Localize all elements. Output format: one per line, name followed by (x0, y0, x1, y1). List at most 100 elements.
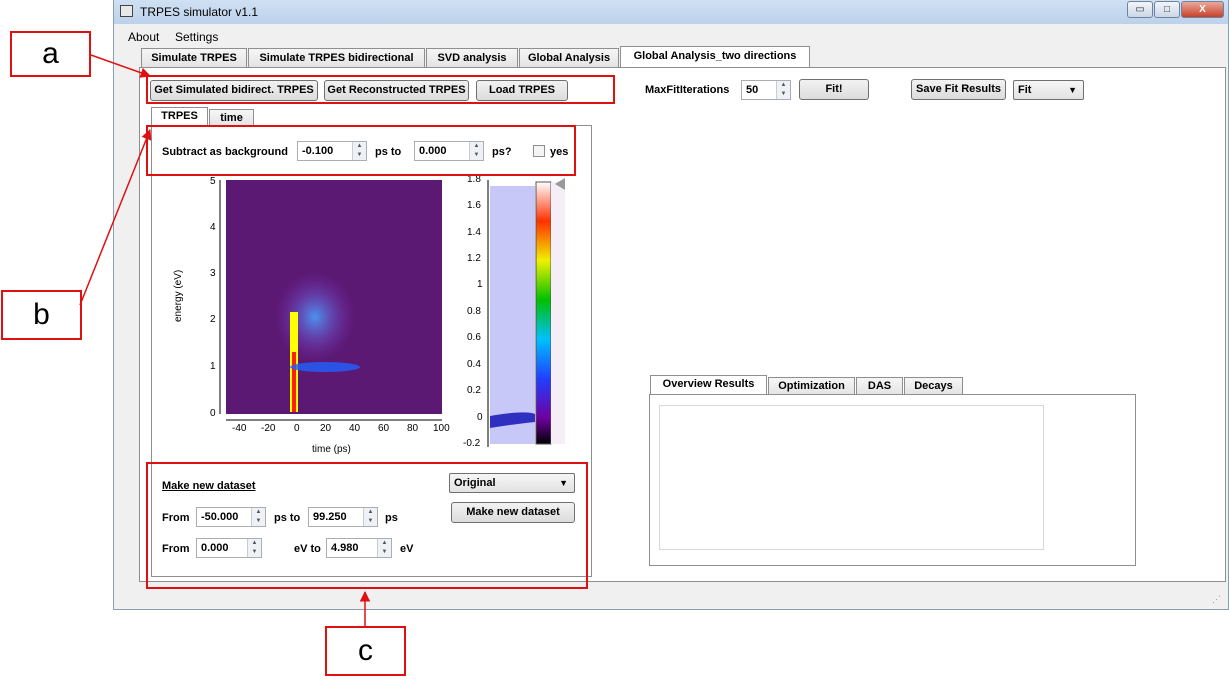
histogram-curve (490, 412, 535, 428)
save-fit-results-button[interactable]: Save Fit Results (911, 79, 1006, 100)
callout-a: a (10, 31, 91, 77)
ps-question-label: ps? (492, 146, 512, 158)
histogram-tick: -0.2 (463, 438, 481, 449)
heatmap-trace-core (292, 352, 296, 412)
background-from-input[interactable]: -0.100 ▲ ▼ (297, 141, 367, 161)
x-tick-label: 0 (294, 423, 300, 434)
window-title: TRPES simulator v1.1 (140, 5, 259, 19)
ps-to-label: ps to (375, 146, 402, 158)
resize-grip-icon[interactable]: ⋰ (1212, 594, 1221, 604)
menu-about[interactable]: About (128, 30, 160, 44)
from-ps-input[interactable]: -50.000 ▲ ▼ (196, 507, 266, 527)
spin-arrows-icon[interactable]: ▲ ▼ (352, 142, 366, 160)
background-from-value: -0.100 (302, 145, 334, 157)
y-axis-label: energy (eV) (173, 270, 184, 322)
histogram-tick: 0.6 (467, 332, 481, 343)
histogram-tick: 0.2 (467, 385, 481, 396)
yes-checkbox[interactable] (533, 145, 545, 157)
arrow-b (79, 129, 152, 306)
fit-select[interactable]: Fit ▼ (1013, 80, 1084, 100)
trpes-plot: 5 4 3 2 1 0 -40 -20 0 20 40 60 80 100 ti… (173, 174, 565, 455)
histogram-tick: 1 (477, 279, 483, 290)
callout-c: c (325, 626, 406, 676)
tab-simulate-bidirectional[interactable]: Simulate TRPES bidirectional (248, 48, 425, 67)
histogram-tick: 1.4 (467, 227, 481, 238)
to-ev-input[interactable]: 4.980 ▲ ▼ (326, 538, 392, 558)
histogram-tick: 0 (477, 412, 483, 423)
tab-optimization[interactable]: Optimization (768, 377, 855, 395)
colorbar-handle-icon[interactable] (555, 178, 565, 190)
menu-settings[interactable]: Settings (175, 30, 219, 44)
colorbar-gradient-editor[interactable] (551, 182, 565, 444)
tab-global-analysis[interactable]: Global Analysis (519, 48, 619, 67)
y-tick-label: 1 (210, 361, 216, 372)
get-reconstructed-button[interactable]: Get Reconstructed TRPES (324, 80, 469, 101)
y-tick-label: 0 (210, 408, 216, 419)
tab-svd-analysis[interactable]: SVD analysis (426, 48, 518, 67)
fit-button[interactable]: Fit! (799, 79, 869, 100)
load-trpes-button[interactable]: Load TRPES (476, 80, 568, 101)
maxfit-value: 50 (746, 84, 759, 96)
x-tick-label: 40 (349, 423, 361, 434)
spin-arrows-icon[interactable]: ▲ ▼ (363, 508, 377, 526)
app-icon (120, 5, 133, 17)
close-button[interactable]: X (1181, 1, 1224, 18)
tab-das[interactable]: DAS (856, 377, 903, 395)
histogram-area (490, 186, 535, 444)
callout-b: b (1, 290, 82, 340)
overview-results-text[interactable] (659, 405, 1044, 550)
from-ev-input[interactable]: 0.000 ▲ ▼ (196, 538, 262, 558)
spin-arrows-icon[interactable]: ▲ ▼ (251, 508, 265, 526)
x-tick-label: 80 (407, 423, 419, 434)
tab-decays[interactable]: Decays (904, 377, 963, 395)
to-ps-value: 99.250 (313, 511, 347, 523)
x-tick-label: 100 (433, 423, 450, 434)
background-to-input[interactable]: 0.000 ▲ ▼ (414, 141, 484, 161)
spin-arrows-icon[interactable]: ▲ ▼ (469, 142, 483, 160)
tab-simulate-trpes[interactable]: Simulate TRPES (141, 48, 247, 67)
spin-arrows-icon[interactable]: ▲ ▼ (247, 539, 261, 557)
y-tick-label: 2 (210, 314, 216, 325)
x-axis-label: time (ps) (312, 444, 351, 455)
maxfit-label: MaxFitIterations (645, 84, 730, 96)
x-tick-label: -40 (232, 423, 247, 434)
arrow-a (90, 54, 151, 78)
tab-time[interactable]: time (209, 109, 254, 127)
ev-unit-label: eV (400, 543, 414, 555)
make-new-dataset-title: Make new dataset (162, 480, 256, 492)
yes-label: yes (550, 146, 569, 158)
to-ev-value: 4.980 (331, 542, 359, 554)
tab-trpes[interactable]: TRPES (151, 107, 208, 126)
x-tick-label: 20 (320, 423, 332, 434)
from-ev-label: From (162, 543, 190, 555)
histogram-tick: 1.8 (467, 174, 481, 185)
background-label: Subtract as background (162, 146, 288, 158)
background-to-value: 0.000 (419, 145, 447, 157)
fit-select-value: Fit (1018, 84, 1032, 96)
tab-global-analysis-two-directions[interactable]: Global Analysis_two directions (620, 46, 810, 67)
x-tick-label: 60 (378, 423, 390, 434)
maxfit-input[interactable]: 50 ▲ ▼ (741, 80, 791, 100)
make-new-dataset-button[interactable]: Make new dataset (451, 502, 575, 523)
highlight-box-c (146, 462, 588, 589)
maximize-button[interactable]: □ (1154, 1, 1180, 18)
from-ev-value: 0.000 (201, 542, 229, 554)
x-tick-label: -20 (261, 423, 276, 434)
from-ps-label: From (162, 512, 190, 524)
tab-overview-results[interactable]: Overview Results (650, 375, 767, 395)
ps-unit-label: ps (385, 512, 398, 524)
from-ps-value: -50.000 (201, 511, 239, 523)
highlight-box-a (146, 75, 615, 104)
spin-arrows-icon[interactable]: ▲ ▼ (377, 539, 391, 557)
dataset-select-value: Original (454, 477, 496, 489)
to-ps-input[interactable]: 99.250 ▲ ▼ (308, 507, 378, 527)
minimize-button[interactable]: ▭ (1127, 1, 1153, 18)
highlight-box-b (146, 125, 576, 176)
get-simulated-button[interactable]: Get Simulated bidirect. TRPES (150, 80, 318, 101)
spin-arrows-icon[interactable]: ▲ ▼ (776, 81, 790, 99)
y-tick-label: 3 (210, 268, 216, 279)
dataset-select[interactable]: Original ▼ (449, 473, 575, 493)
y-tick-label: 4 (210, 222, 216, 233)
heatmap-horizontal-band (290, 362, 360, 372)
